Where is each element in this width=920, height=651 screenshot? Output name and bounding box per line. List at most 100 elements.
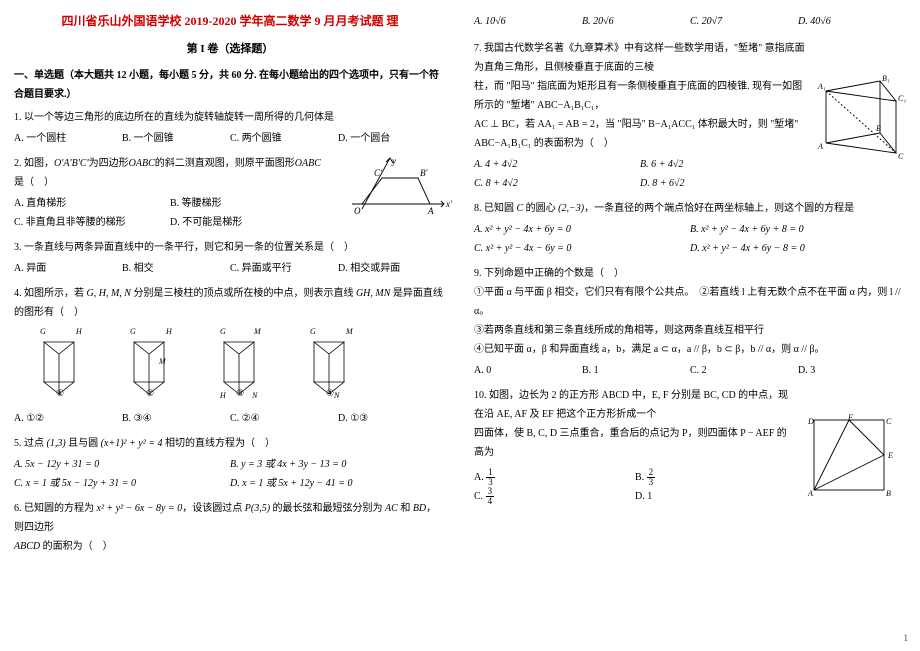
q7-l1: 7. 我国古代数学名著《九章算术》中有这样一些数学用语，"堑堵" 意指底面为直角… [474, 39, 806, 77]
q5-a: 5. 过点 [14, 438, 47, 449]
q6-C: C. 20√7 [690, 12, 798, 31]
q2-e2: OABC [129, 158, 155, 169]
sB: B [886, 489, 891, 498]
q9-C: C. 2 [690, 361, 798, 380]
q6: 6. 已知圆的方程为 x² + y² − 6x − 8y = 0，设该圆过点 P… [14, 499, 446, 556]
sF: F [847, 414, 853, 422]
q5-C: C. x = 1 或 5x − 12y + 31 = 0 [14, 474, 230, 493]
q5-B: B. y = 3 或 4x + 3y − 13 = 0 [230, 455, 446, 474]
svg-text:G: G [40, 327, 46, 336]
q9-opts: A. 0 B. 1 C. 2 D. 3 [474, 361, 906, 380]
q10-l2: 四面体，使 B, C, D 三点重合，重合后的点记为 P，则四面体 P − AE… [474, 424, 796, 462]
doc-title: 四川省乐山外国语学校 2019-2020 学年高二数学 9 月月考试题 理 [14, 10, 446, 33]
q2-B: B. 等腰梯形 [170, 194, 326, 213]
q1-B: B. 一个圆锥 [122, 129, 230, 148]
svg-text:M: M [345, 327, 354, 336]
left-column: 四川省乐山外国语学校 2019-2020 学年高二数学 9 月月考试题 理 第 … [0, 0, 460, 651]
q6-e: 的面积为（ ） [40, 541, 113, 552]
lC1: C₁ [898, 94, 906, 103]
q5-b: 且与圆 [66, 438, 101, 449]
q4-b: 分别是三棱柱的顶点或所在棱的中点，则表示直线 [131, 288, 356, 299]
q4-figures: GH GHM GMHN GMN ①②③④ [14, 326, 446, 405]
q9: 9. 下列命题中正确的个数是（ ） ①平面 α 与平面 β 相交，它们只有有限个… [474, 264, 906, 380]
q5-pt: (1,3) [47, 438, 66, 449]
q8-cc: ，一条直径的两个端点恰好在两坐标轴上，则这个圆的方程是 [584, 203, 854, 214]
q10-Cd: 4 [486, 497, 495, 506]
q3-D: D. 相交或异面 [338, 259, 446, 278]
q3: 3. 一条直线与两条异面直线中的一条平行，则它和另一条的位置关系是（ ） A. … [14, 238, 446, 278]
q10-B: B. 23 [635, 468, 796, 487]
svg-text:③: ③ [236, 388, 244, 398]
svg-text:G: G [310, 327, 316, 336]
q10-A: A. 13 [474, 468, 635, 487]
q10-C-l: C. [474, 491, 483, 502]
q6-opts: A. 10√6 B. 20√6 C. 20√7 D. 40√6 [474, 12, 906, 31]
svg-text:④: ④ [326, 388, 334, 398]
q8: 8. 已知圆 C 的圆心 (2,−3)，一条直径的两个端点恰好在两坐标轴上，则这… [474, 199, 906, 258]
q3-C: C. 异面或平行 [230, 259, 338, 278]
q1-A: A. 一个圆柱 [14, 129, 122, 148]
svg-text:H: H [219, 391, 227, 398]
q2-A: A. 直角梯形 [14, 194, 170, 213]
q1-D: D. 一个圆台 [338, 129, 446, 148]
sE: E [887, 451, 893, 460]
q10: 10. 如图，边长为 2 的正方形 ABCD 中，E, F 分别是 BC, CD… [474, 386, 906, 506]
q4-A: A. ①② [14, 409, 122, 428]
q9-p4: ④已知平面 α，β 和异面直线 a，b，满足 a ⊂ α，a // β，b ⊂ … [474, 340, 906, 359]
q7-D: D. 8 + 6√2 [640, 174, 806, 193]
q5-A: A. 5x − 12y + 31 = 0 [14, 455, 230, 474]
q9-A: A. 0 [474, 361, 582, 380]
q2-C: C. 非直角且非等腰的梯形 [14, 213, 170, 232]
prism-icon: A₁ B₁ C₁ A B C [810, 73, 906, 163]
q1: 1. 以一个等边三角形的底边所在的直线为旋转轴旋转一周所得的几何体是 A. 一个… [14, 108, 446, 148]
q4-opts: A. ①② B. ③④ C. ②④ D. ①③ [14, 409, 446, 428]
q10-C: C. 34 [474, 487, 635, 506]
q5-D: D. x = 1 或 5x + 12y − 41 = 0 [230, 474, 446, 493]
lB: B [876, 124, 881, 133]
q4-stem: 4. 如图所示，若 G, H, M, N 分别是三棱柱的顶点或所在棱的中点，则表… [14, 284, 446, 322]
q6-bd: BD [413, 503, 426, 514]
q8-C: C. x² + y² − 4x − 6y = 0 [474, 239, 690, 258]
q6-D: D. 40√6 [798, 12, 906, 31]
q3-B: B. 相交 [122, 259, 230, 278]
q2-opts: A. 直角梯形 B. 等腰梯形 C. 非直角且非等腰的梯形 D. 不可能是梯形 [14, 194, 326, 232]
part-label: 第 I 卷（选择题） [14, 39, 446, 60]
lbl-Cp: C′ [374, 168, 383, 178]
square-fold-icon: D F C E B A [804, 414, 900, 500]
q2-figure: y x′ O A B′ C′ [332, 154, 452, 216]
lbl-O: O [354, 206, 361, 216]
q6-abcd: ABCD [14, 541, 40, 552]
q2-D: D. 不可能是梯形 [170, 213, 326, 232]
q6-c: 的最长弦和最短弦分别为 [270, 503, 385, 514]
q2: 2. 如图，O'A'B'C'为四边形OABC的斜二测直观图，则原平面图形OABC… [14, 154, 446, 232]
q2-e1: O'A'B'C' [54, 158, 89, 169]
q7-l3: AC ⊥ BC，若 AA₁ = AB = 2，当 "阳马" B−A₁ACC₁ 体… [474, 115, 806, 153]
q1-opts: A. 一个圆柱 B. 一个圆锥 C. 两个圆锥 D. 一个圆台 [14, 129, 446, 148]
svg-text:G: G [220, 327, 226, 336]
q8-ctr: (2,−3) [558, 203, 584, 214]
q7-opts: A. 4 + 4√2 B. 6 + 4√2 C. 8 + 4√2 D. 8 + … [474, 155, 806, 193]
q2-d: 是（ ） [14, 177, 54, 188]
sA: A [807, 489, 813, 498]
q2-a: 2. 如图， [14, 158, 54, 169]
q7-C: C. 8 + 4√2 [474, 174, 640, 193]
q10-Bd: 3 [647, 478, 656, 487]
q4-a: 4. 如图所示，若 [14, 288, 87, 299]
q9-p3: ③若两条直线和第三条直线所成的角相等，则这两条直线互相平行 [474, 321, 906, 340]
q4-e1: G, H, M, N [87, 288, 131, 299]
lC: C [898, 152, 904, 161]
section-1: 一、单选题（本大题共 12 小题，每小题 5 分，共 60 分. 在每小题给出的… [14, 66, 446, 104]
q2-b: 为四边形 [89, 158, 129, 169]
title-suffix: 学年高二数学 9 月月考试题 理 [239, 14, 398, 28]
q1-stem: 1. 以一个等边三角形的底边所在的直线为旋转轴旋转一周所得的几何体是 [14, 108, 446, 127]
svg-text:N: N [251, 391, 258, 398]
lbl-A: A [427, 206, 434, 216]
q8-stem: 8. 已知圆 C 的圆心 (2,−3)，一条直径的两个端点恰好在两坐标轴上，则这… [474, 199, 906, 218]
q8-D: D. x² + y² − 4x + 6y − 8 = 0 [690, 239, 906, 258]
q7-A: A. 4 + 4√2 [474, 155, 640, 174]
svg-text:M: M [158, 357, 167, 366]
q4-C: C. ②④ [230, 409, 338, 428]
right-column: A. 10√6 B. 20√6 C. 20√7 D. 40√6 7. 我国古代数… [460, 0, 920, 651]
q7-B: B. 6 + 4√2 [640, 155, 806, 174]
q8-b: 的圆心 [523, 203, 558, 214]
